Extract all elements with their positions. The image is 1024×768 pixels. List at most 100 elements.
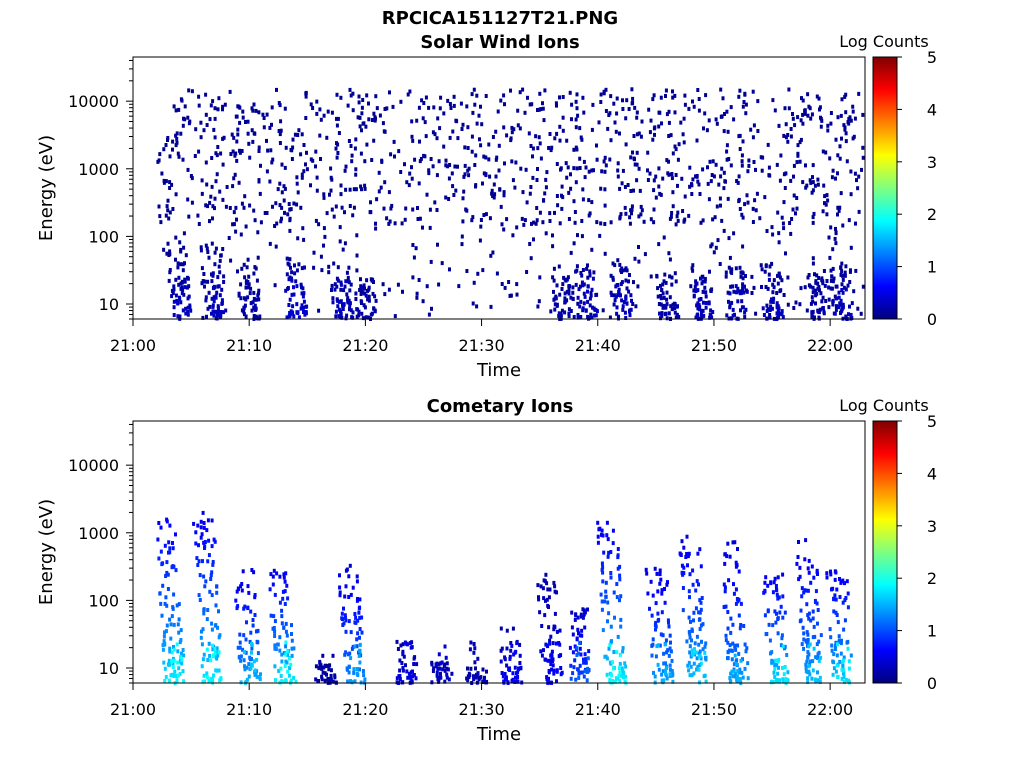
count-cell	[545, 597, 549, 602]
count-cell	[338, 593, 342, 598]
count-cell	[318, 659, 322, 664]
count-cell	[473, 102, 477, 107]
count-cell	[329, 166, 333, 171]
count-cell	[277, 129, 281, 133]
count-cell	[367, 287, 371, 292]
count-cell	[265, 211, 269, 215]
count-cell	[737, 94, 741, 99]
count-cell	[691, 99, 694, 104]
count-cell	[613, 615, 616, 620]
count-cell	[586, 314, 590, 319]
count-cell	[624, 674, 628, 679]
count-cell	[732, 117, 736, 122]
count-cell	[590, 287, 594, 292]
count-cell	[241, 115, 245, 120]
count-cell	[515, 282, 519, 287]
count-cell	[157, 556, 161, 561]
count-cell	[817, 96, 821, 101]
count-cell	[363, 305, 367, 310]
count-cell	[283, 165, 287, 170]
count-cell	[781, 221, 785, 226]
count-cell	[165, 251, 169, 256]
count-cell	[390, 203, 394, 208]
count-cell	[780, 309, 784, 314]
count-cell	[199, 120, 203, 125]
count-cell	[687, 668, 691, 673]
count-cell	[615, 311, 619, 316]
colorbar-tick-label: 0	[927, 674, 937, 693]
count-cell	[297, 128, 301, 133]
count-cell	[509, 293, 513, 298]
count-cell	[791, 112, 794, 116]
colorbar-label: Log Counts	[839, 396, 929, 415]
count-cell	[776, 304, 780, 309]
count-cell	[170, 182, 174, 187]
count-cell	[618, 564, 622, 569]
count-cell	[228, 206, 232, 210]
count-cell	[463, 145, 467, 150]
count-cell	[600, 528, 604, 533]
count-cell	[472, 650, 476, 655]
count-cell	[697, 297, 701, 302]
count-cell	[547, 676, 550, 681]
count-cell	[342, 288, 346, 293]
count-cell	[829, 111, 833, 115]
count-cell	[665, 582, 669, 587]
count-cell	[565, 138, 569, 143]
count-cell	[634, 304, 638, 309]
count-cell	[707, 118, 711, 123]
count-cell	[214, 295, 218, 300]
count-cell	[849, 245, 853, 250]
count-cell	[290, 292, 294, 297]
count-cell	[360, 187, 363, 192]
count-cell	[842, 675, 846, 679]
count-cell	[235, 606, 239, 611]
count-cell	[529, 185, 533, 189]
count-cell	[380, 159, 384, 164]
count-cell	[567, 284, 571, 289]
count-cell	[218, 270, 222, 275]
count-cell	[541, 586, 545, 591]
count-cell	[215, 313, 219, 318]
count-cell	[805, 602, 809, 607]
count-cell	[612, 590, 616, 595]
count-cell	[690, 628, 694, 633]
count-cell	[186, 197, 190, 202]
count-cell	[766, 583, 770, 588]
count-cell	[234, 205, 238, 210]
count-cell	[621, 675, 625, 680]
count-cell	[806, 654, 810, 659]
count-cell	[357, 653, 361, 658]
count-cell	[231, 149, 235, 154]
count-cell	[668, 646, 672, 651]
count-cell	[171, 662, 175, 667]
count-cell	[839, 113, 843, 118]
count-cell	[809, 116, 813, 121]
count-cell	[336, 265, 340, 270]
count-cell	[454, 188, 458, 193]
count-cell	[823, 201, 826, 206]
count-cell	[651, 97, 655, 102]
count-cell	[518, 653, 522, 658]
count-cell	[708, 269, 711, 274]
count-cell	[777, 271, 781, 276]
count-cell	[603, 203, 607, 208]
count-cell	[558, 95, 561, 100]
count-cell	[290, 646, 294, 651]
count-cell	[701, 167, 705, 172]
count-cell	[510, 643, 514, 648]
count-cell	[567, 288, 571, 292]
count-cell	[631, 96, 635, 101]
count-cell	[589, 312, 593, 317]
count-cell	[840, 676, 844, 681]
count-cell	[430, 680, 434, 685]
count-cell	[407, 183, 411, 188]
count-cell	[768, 313, 772, 317]
count-cell	[514, 160, 518, 165]
count-cell	[509, 88, 512, 93]
count-cell	[801, 98, 805, 103]
count-cell	[555, 103, 558, 108]
count-cell	[214, 309, 217, 314]
x-ticks: 21:00 21:10 21:20 21:30 21:40 21:50 22:00	[110, 683, 853, 719]
count-cell	[287, 673, 291, 678]
